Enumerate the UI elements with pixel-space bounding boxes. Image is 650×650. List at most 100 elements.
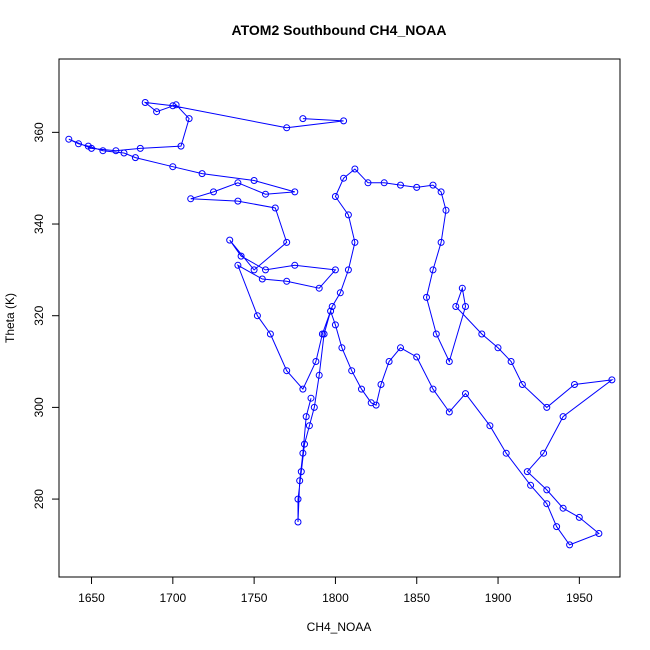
x-tick-label: 1750 [241,591,268,605]
data-point [172,101,180,109]
x-tick-label: 1850 [403,591,430,605]
plot-frame [58,58,621,578]
data-point [518,381,526,388]
data-point [299,385,307,393]
data-point [494,344,502,352]
data-point [84,142,92,150]
data-point [595,530,603,537]
data-point [340,117,348,125]
series-layer [65,99,616,549]
data-point [338,344,346,352]
data-point [305,422,313,430]
data-point [296,477,304,485]
x-tick-label: 1800 [322,591,349,605]
data-point [283,277,291,285]
data-point [478,330,486,338]
data-point [413,183,421,191]
data-point [348,367,356,375]
data-point [299,449,307,457]
data-point [397,181,404,189]
y-tick-label: 340 [32,214,46,234]
data-point [566,541,574,549]
data-point [377,381,385,388]
data-point [75,140,82,148]
data-point [234,179,242,187]
data-point [429,181,437,189]
data-point [283,238,291,246]
data-point [423,293,430,301]
x-tick-label: 1650 [78,591,105,605]
data-point [253,312,261,320]
data-point [437,188,445,196]
data-point [291,188,299,196]
data-point [344,266,352,274]
x-tick-label: 1700 [159,591,186,605]
data-point [294,518,302,526]
data-point [234,197,242,205]
data-point [112,147,120,155]
data-point [237,252,245,260]
x-axis: 1650 1700 1750 1800 1850 1900 1950 [78,577,593,605]
data-point [429,385,437,393]
data-point [358,385,365,393]
data-point [458,284,466,292]
data-point [575,513,583,521]
data-point [364,179,372,187]
data-point [169,102,177,110]
data-point [527,481,535,489]
data-point [131,154,139,162]
data-point [136,144,144,152]
data-point [262,266,269,274]
data-point [486,422,494,430]
data-point [283,367,291,375]
data-point [413,353,421,361]
y-axis: 280 300 320 340 360 [32,122,59,509]
data-point [187,195,195,203]
chart-title: ATOM2 Southbound CH4_NOAA [232,22,447,38]
data-point [452,303,460,310]
data-point [429,266,437,274]
data-point [169,163,177,171]
data-point [442,206,450,214]
data-point [198,170,206,178]
data-point [523,468,531,476]
data-point [226,236,234,244]
data-point [291,261,299,269]
data-point [437,238,445,246]
data-point [340,174,348,182]
data-point [234,261,242,269]
data-point [120,149,128,157]
data-point [99,147,107,155]
data-point [344,211,352,219]
data-point [258,275,266,283]
data-point [331,193,339,200]
data-point [385,358,393,365]
data-point [177,142,185,150]
data-point [307,394,315,402]
data-point [462,390,469,398]
data-point [185,115,193,123]
series-line [68,101,614,546]
data-point [327,307,335,315]
data-point [502,449,510,457]
data-point [336,289,344,297]
data-point [315,284,323,292]
data-point [141,99,149,106]
data-point [297,468,305,476]
data-point [571,381,578,388]
data-point [271,204,279,212]
data-point [331,266,339,274]
data-point [380,179,388,187]
data-point [310,403,318,411]
data-point [153,108,161,116]
data-point [559,504,567,512]
y-axis-label: Theta (K) [3,293,17,343]
data-point [250,266,258,274]
data-point [432,330,440,338]
data-point [397,344,404,352]
data-point [301,440,308,448]
y-tick-label: 320 [32,305,46,325]
data-point [543,500,551,508]
data-point [210,188,217,196]
